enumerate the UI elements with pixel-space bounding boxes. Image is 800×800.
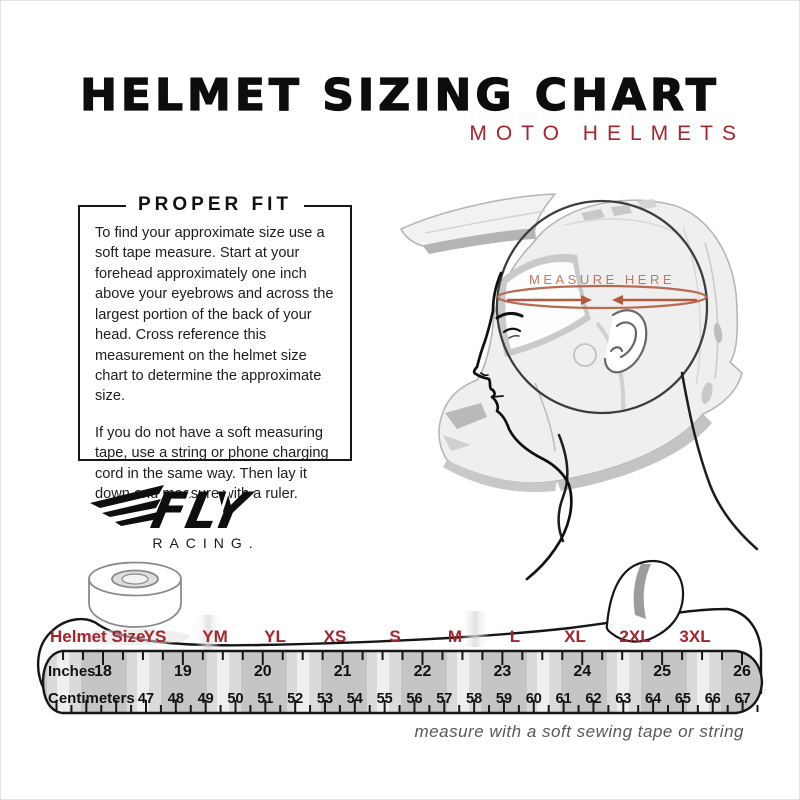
face-profile [472, 271, 573, 581]
size-label-3XL: 3XL [679, 627, 710, 646]
proper-fit-heading: PROPER FIT [125, 194, 305, 216]
cm-49: 49 [198, 691, 214, 707]
inch-21: 21 [334, 663, 352, 680]
helmet-size-row-label: Helmet Size [50, 627, 145, 646]
size-label-YM: YM [202, 627, 228, 646]
neck-lines [557, 371, 759, 551]
tape-curl-end [605, 559, 685, 643]
cm-58: 58 [466, 691, 482, 707]
proper-fit-box: PROPER FIT To find your approximate size… [78, 194, 352, 502]
ear [603, 309, 648, 374]
measure-annotation: MEASURE HERE [496, 272, 708, 310]
cm-59: 59 [496, 691, 512, 707]
centimeters-row-label: Centimeters [48, 690, 135, 707]
tape-ruler-band [41, 649, 764, 715]
size-label-YS: YS [144, 627, 167, 646]
cm-52: 52 [287, 691, 303, 707]
cm-61: 61 [556, 691, 572, 707]
size-label-2XL: 2XL [619, 627, 650, 646]
racing-logo-text: RACING. [152, 535, 259, 551]
helmet-head-illustration: MEASURE HERE [399, 193, 759, 581]
inch-19: 19 [174, 663, 192, 680]
inch-25: 25 [653, 663, 671, 680]
inch-18: 18 [94, 663, 112, 680]
cm-62: 62 [585, 691, 601, 707]
inch-22: 22 [414, 663, 432, 680]
cm-51: 51 [257, 691, 273, 707]
fly-logo-slashes [176, 487, 231, 529]
cm-57: 57 [436, 691, 452, 707]
measure-ellipse [496, 284, 708, 310]
size-label-S: S [389, 627, 400, 646]
cm-48: 48 [168, 691, 184, 707]
proper-fit-text: To find your approximate size use a soft… [80, 207, 350, 504]
page-subtitle: MOTO HELMETS [469, 122, 745, 145]
size-label-YL: YL [264, 627, 286, 646]
cm-47: 47 [138, 691, 154, 707]
inch-24: 24 [573, 663, 591, 680]
fly-racing-logo: FLY RACING. [90, 482, 259, 551]
measure-arrows [507, 295, 697, 305]
cm-67: 67 [735, 691, 751, 707]
head-circumference-circle [495, 199, 709, 415]
cm-63: 63 [615, 691, 631, 707]
size-label-M: M [448, 627, 462, 646]
fly-logo-text: FLY [146, 482, 257, 540]
cm-60: 60 [526, 691, 542, 707]
cm-66: 66 [705, 691, 721, 707]
cm-65: 65 [675, 691, 691, 707]
helmet-visor [399, 193, 557, 254]
tape-caption: measure with a soft sewing tape or strin… [415, 722, 745, 741]
ruler-ticks [55, 652, 759, 712]
cm-55: 55 [377, 691, 393, 707]
cm-53: 53 [317, 691, 333, 707]
size-label-XL: XL [564, 627, 586, 646]
size-label-L: L [510, 627, 520, 646]
inch-20: 20 [254, 663, 272, 680]
cm-64: 64 [645, 691, 661, 707]
inch-23: 23 [493, 663, 511, 680]
page-title: HELMET SIZING CHART [79, 69, 720, 121]
cm-50: 50 [227, 691, 243, 707]
size-label-XS: XS [324, 627, 347, 646]
inch-26: 26 [733, 663, 751, 680]
tape-roll-icon [88, 561, 182, 628]
measure-here-label: MEASURE HERE [529, 272, 675, 287]
inches-row-label: Inches [48, 663, 96, 680]
proper-fit-paragraph-1: To find your approximate size use a soft… [95, 225, 334, 405]
cm-54: 54 [347, 691, 363, 707]
fly-logo-wing-icon [90, 485, 164, 526]
cm-56: 56 [406, 691, 422, 707]
